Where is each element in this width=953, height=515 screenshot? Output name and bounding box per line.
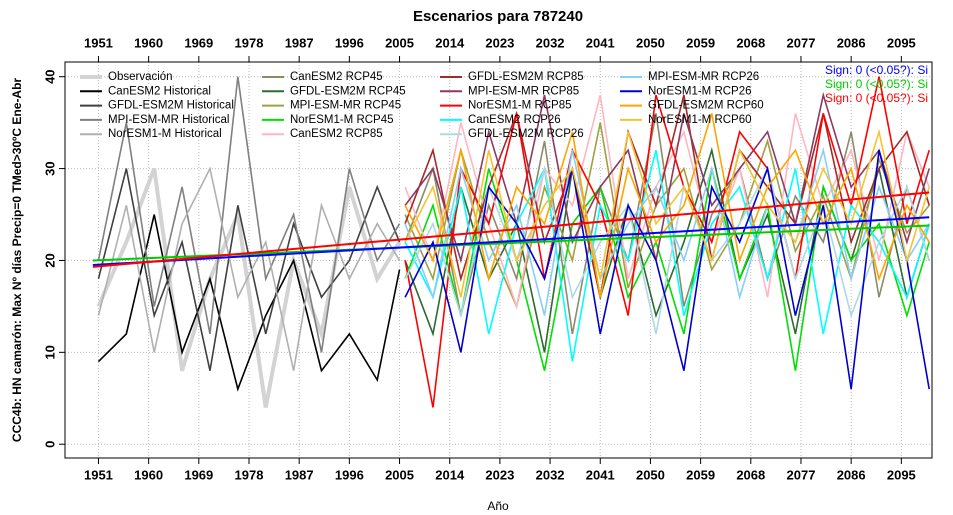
x-tick-label-top: 2095 <box>887 35 916 50</box>
series-line <box>404 113 930 298</box>
x-tick-label-top: 2023 <box>485 35 514 50</box>
x-tick-label: 1951 <box>84 467 113 482</box>
x-tick-label-top: 2068 <box>736 35 765 50</box>
legend-label: CanESM2 Historical <box>108 85 211 97</box>
legend-label: NorESM1-M RCP45 <box>290 114 394 126</box>
series-line <box>97 76 401 353</box>
series-line <box>97 166 401 371</box>
y-axis-label: CCC4b: HN camarón: Max Nº días Precip=0 … <box>10 78 24 443</box>
y-tick-label: 10 <box>42 345 57 359</box>
annotation: Sign: 0 (<0.05?): Si <box>825 63 928 77</box>
x-tick-label-top: 2041 <box>586 35 615 50</box>
series-line <box>404 113 930 335</box>
x-tick-label: 2023 <box>485 467 514 482</box>
series-line <box>404 165 930 335</box>
legend-label: GFDL-ESM2M RCP85 <box>468 71 584 83</box>
y-tick-label: 30 <box>42 161 57 175</box>
legend-label: NorESM1-M RCP85 <box>468 100 572 112</box>
x-tick-label-top: 1978 <box>235 35 264 50</box>
x-tick-label: 1978 <box>235 467 264 482</box>
series-line <box>404 168 930 371</box>
annotation: Sign: 0 (<0.05?): Si <box>825 77 928 91</box>
legend-label: CanESM2 RCP45 <box>290 71 383 83</box>
series-line <box>96 167 402 408</box>
x-tick-label-top: 2014 <box>435 35 465 50</box>
series-line <box>404 94 930 310</box>
legend-label: NorESM1-M Historical <box>108 128 222 140</box>
legend-label: CanESM2 RCP85 <box>290 128 383 140</box>
legend-label: CanESM2 RCP26 <box>468 114 561 126</box>
series-line <box>404 128 930 298</box>
x-axis-label: Año <box>487 499 509 513</box>
chart-title: Escenarios para 787240 <box>413 8 583 25</box>
series-line <box>404 94 930 298</box>
x-tick-label: 2059 <box>686 467 715 482</box>
x-tick-label: 1960 <box>134 467 163 482</box>
series-line <box>404 150 931 390</box>
y-tick-label: 20 <box>42 253 57 267</box>
x-tick-label-top: 2005 <box>385 35 414 50</box>
x-tick-label: 2077 <box>787 467 816 482</box>
x-tick-label-top: 2077 <box>787 35 816 50</box>
series-line <box>97 214 401 392</box>
x-tick-label: 2041 <box>586 467 615 482</box>
y-tick-label: 40 <box>42 69 57 83</box>
x-tick-label-top: 1969 <box>184 35 213 50</box>
trend-line <box>92 216 930 267</box>
x-tick-label-top: 1996 <box>335 35 364 50</box>
trend-line <box>92 191 930 268</box>
x-tick-label-top: 1987 <box>285 35 314 50</box>
x-tick-label: 2050 <box>636 467 665 482</box>
x-tick-label-top: 2032 <box>536 35 565 50</box>
x-tick-label: 2068 <box>736 467 765 482</box>
legend-label: GFDL-ESM2M RCP45 <box>290 85 406 97</box>
plot-frame <box>64 61 933 459</box>
legend-label: NorESM1-M RCP26 <box>648 85 752 97</box>
x-tick-label: 2095 <box>887 467 916 482</box>
legend-label: GFDL-ESM2M RCP26 <box>468 128 584 140</box>
legend-label: NorESM1-M RCP60 <box>648 114 752 126</box>
annotation: Sign: 0 (<0.05?): Si <box>825 91 928 105</box>
legend-label: MPI-ESM-MR RCP26 <box>648 71 759 83</box>
y-tick-label: 0 <box>42 441 57 448</box>
legend-label: MPI-ESM-MR RCP45 <box>290 100 401 112</box>
legend-label: MPI-ESM-MR Historical <box>108 114 229 126</box>
x-tick-label: 2032 <box>536 467 565 482</box>
series-line <box>404 76 930 408</box>
x-tick-label: 1996 <box>335 467 364 482</box>
x-tick-label: 1969 <box>184 467 213 482</box>
x-tick-label: 2086 <box>837 467 866 482</box>
x-tick-label: 1987 <box>285 467 314 482</box>
legend-label: MPI-ESM-MR RCP85 <box>468 85 579 97</box>
x-tick-label-top: 2050 <box>636 35 665 50</box>
x-tick-label: 2005 <box>385 467 414 482</box>
legend-label: GFDL-ESM2M Historical <box>108 100 234 112</box>
legend-label: GFDL-ESM2M RCP60 <box>648 100 764 112</box>
x-tick-label: 2014 <box>435 467 465 482</box>
legend-label: Observación <box>108 71 173 83</box>
x-tick-label-top: 1951 <box>84 35 113 50</box>
x-tick-label-top: 2059 <box>686 35 715 50</box>
series-line <box>404 91 930 264</box>
x-tick-label-top: 1960 <box>134 35 163 50</box>
x-tick-label-top: 2086 <box>837 35 866 50</box>
